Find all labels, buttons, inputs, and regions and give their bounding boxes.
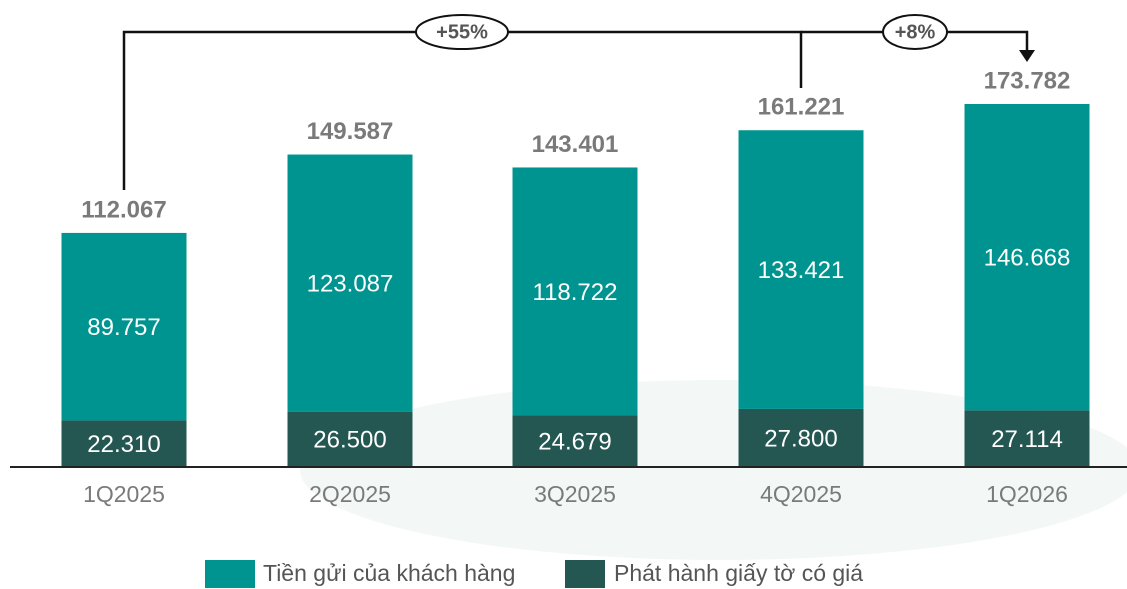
x-tick-label: 3Q2025 (534, 481, 616, 507)
segment-label: 24.679 (538, 429, 611, 456)
bar-segment (61, 420, 187, 467)
annotation: +8% (895, 21, 936, 43)
segment-label: 89.757 (87, 314, 160, 341)
segment-label: 146.668 (984, 245, 1071, 272)
bar-segment (738, 408, 864, 467)
x-tick-label: 1Q2025 (83, 481, 165, 507)
bar-segment (964, 104, 1090, 411)
x-tick-label: 1Q2026 (986, 481, 1068, 507)
segment-label: 22.310 (87, 431, 160, 458)
annotation: +55% (436, 21, 488, 43)
total-label: 143.401 (532, 131, 619, 158)
x-tick-label: 2Q2025 (309, 481, 391, 507)
segment-label: 26.500 (313, 427, 386, 454)
bar-segment (512, 415, 638, 467)
total-label: 161.221 (758, 94, 845, 121)
total-label: 149.587 (307, 118, 394, 145)
connector (122, 30, 803, 190)
total-label: 173.782 (984, 67, 1071, 94)
segment-label: 118.722 (533, 279, 618, 306)
x-tick-label: 4Q2025 (760, 481, 842, 507)
total-label: 112.067 (81, 196, 166, 223)
bar-segment (61, 232, 187, 421)
segment-label: 133.421 (758, 257, 845, 284)
background-shape (300, 380, 1127, 560)
bar-segment (512, 167, 638, 416)
connector (801, 30, 1029, 52)
annotation-bubble (882, 14, 948, 50)
segment-label: 123.087 (307, 270, 394, 297)
bar-segment (964, 410, 1090, 467)
bar-segment (287, 154, 413, 412)
legend-label: Tiền gửi của khách hàng (263, 560, 515, 586)
bar-segment (287, 411, 413, 467)
annotation-bubble (415, 14, 509, 50)
legend-swatch (205, 560, 255, 588)
bar-segment (738, 130, 864, 409)
legend-swatch (565, 560, 605, 588)
legend-label: Phát hành giấy tờ có giá (614, 560, 863, 586)
segment-label: 27.114 (991, 426, 1063, 453)
arrow-head (1019, 50, 1035, 62)
segment-label: 27.800 (764, 425, 837, 452)
